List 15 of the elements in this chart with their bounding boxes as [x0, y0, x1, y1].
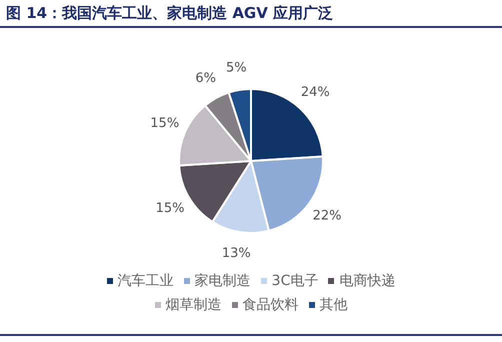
legend-label: 汽车工业: [118, 272, 174, 290]
data-label: 15%: [150, 116, 180, 132]
data-label: 22%: [312, 208, 342, 224]
legend-label: 烟草制造: [166, 296, 222, 314]
legend-label: 家电制造: [194, 272, 251, 290]
data-label: 5%: [226, 60, 247, 76]
legend-label: 3C电子: [272, 272, 318, 290]
legend-label: 食品饮料: [242, 296, 298, 314]
legend-label: 电商快递: [339, 272, 396, 290]
data-label: 13%: [222, 246, 251, 262]
data-label: 24%: [300, 84, 330, 100]
legend-label: 其他: [320, 296, 348, 314]
chart-title: 图 14：我国汽车工业、家电制造 AGV 应用广泛: [0, 0, 502, 28]
data-label: 15%: [156, 201, 185, 216]
data-label: 6%: [195, 71, 216, 86]
